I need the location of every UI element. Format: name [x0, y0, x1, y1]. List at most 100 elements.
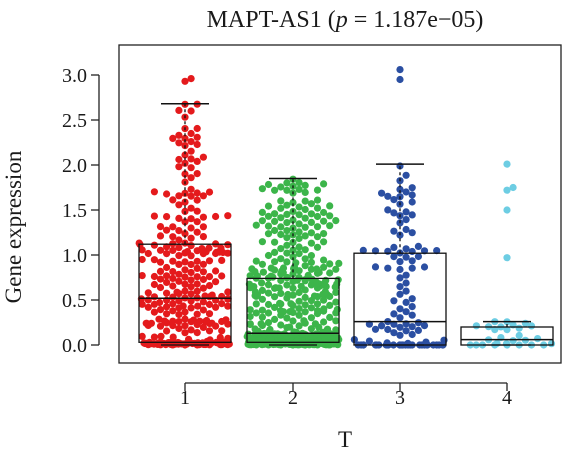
- data-point: [279, 264, 288, 272]
- data-point: [307, 200, 315, 208]
- data-point: [283, 241, 291, 249]
- data-point: [169, 196, 177, 204]
- data-point: [252, 300, 260, 308]
- data-point: [218, 272, 226, 280]
- data-point: [205, 188, 214, 196]
- data-point: [179, 302, 187, 310]
- data-point: [163, 327, 171, 335]
- data-point: [396, 185, 404, 193]
- data-point: [142, 319, 150, 327]
- data-point: [266, 325, 274, 334]
- data-point: [326, 313, 334, 321]
- data-point: [193, 264, 201, 272]
- data-point: [187, 276, 195, 284]
- data-point: [163, 303, 171, 311]
- data-point: [313, 223, 322, 231]
- data-point: [271, 210, 279, 218]
- data-point: [323, 325, 332, 333]
- data-point: [295, 220, 303, 228]
- data-point: [390, 253, 398, 261]
- data-point: [258, 286, 266, 294]
- data-point: [224, 334, 232, 342]
- data-point: [320, 296, 328, 304]
- data-point: [212, 303, 220, 311]
- data-point: [181, 315, 189, 323]
- data-point: [295, 273, 303, 282]
- data-point: [396, 258, 404, 266]
- data-point: [301, 181, 309, 189]
- data-point: [193, 228, 201, 236]
- data-point: [284, 290, 292, 299]
- data-point: [196, 317, 204, 325]
- data-point: [301, 223, 309, 231]
- data-point: [408, 323, 416, 331]
- data-point: [277, 230, 285, 239]
- y-tick-label: 2.5: [62, 110, 87, 132]
- data-point: [267, 264, 275, 272]
- data-point: [414, 242, 422, 250]
- data-point: [169, 274, 177, 282]
- data-point: [390, 196, 398, 204]
- y-axis-label: Gene expression: [1, 150, 26, 303]
- data-point: [169, 282, 177, 290]
- data-point: [156, 267, 165, 275]
- x-tick-label: 3: [395, 387, 405, 409]
- data-point: [384, 325, 392, 334]
- data-point: [187, 75, 195, 83]
- data-point: [292, 259, 300, 267]
- data-point: [307, 239, 315, 247]
- data-point: [271, 226, 279, 235]
- data-point: [246, 312, 254, 321]
- data-point: [193, 124, 201, 133]
- data-point: [181, 170, 189, 178]
- data-point: [264, 222, 273, 230]
- data-point: [283, 234, 291, 242]
- data-point: [371, 325, 380, 333]
- data-point: [271, 303, 279, 311]
- data-point: [326, 222, 334, 230]
- data-point: [187, 215, 195, 223]
- data-point: [333, 305, 341, 314]
- data-point: [224, 288, 232, 296]
- data-point: [378, 322, 386, 330]
- data-point: [199, 268, 207, 276]
- data-point: [205, 300, 214, 309]
- data-point: [286, 308, 294, 316]
- data-point: [173, 288, 181, 296]
- data-point: [175, 192, 183, 200]
- data-point: [320, 305, 328, 313]
- data-point: [283, 273, 291, 282]
- data-point: [181, 322, 189, 330]
- data-point: [509, 337, 517, 345]
- data-point: [332, 288, 340, 296]
- data-point: [326, 269, 334, 277]
- data-point: [396, 290, 404, 298]
- data-point: [163, 289, 171, 297]
- data-point: [396, 75, 404, 84]
- data-point: [264, 319, 273, 327]
- data-point: [313, 265, 321, 273]
- data-point: [187, 164, 195, 172]
- data-point: [144, 296, 152, 304]
- data-point: [246, 320, 254, 328]
- data-point: [283, 258, 291, 266]
- data-point: [264, 309, 273, 317]
- data-point: [181, 308, 189, 316]
- data-point: [276, 299, 284, 307]
- data-point: [264, 180, 273, 189]
- data-point: [264, 251, 273, 260]
- data-point: [295, 203, 303, 211]
- data-point: [187, 185, 195, 193]
- data-point: [218, 300, 226, 308]
- data-point: [313, 300, 322, 308]
- data-point: [277, 214, 285, 222]
- data-point: [402, 171, 410, 179]
- plot-frame: [118, 44, 562, 364]
- data-point: [187, 147, 195, 155]
- data-point: [187, 234, 195, 242]
- data-point: [289, 198, 297, 207]
- data-point: [169, 317, 177, 325]
- data-point: [181, 77, 189, 85]
- data-point: [332, 217, 340, 225]
- data-point: [313, 243, 322, 251]
